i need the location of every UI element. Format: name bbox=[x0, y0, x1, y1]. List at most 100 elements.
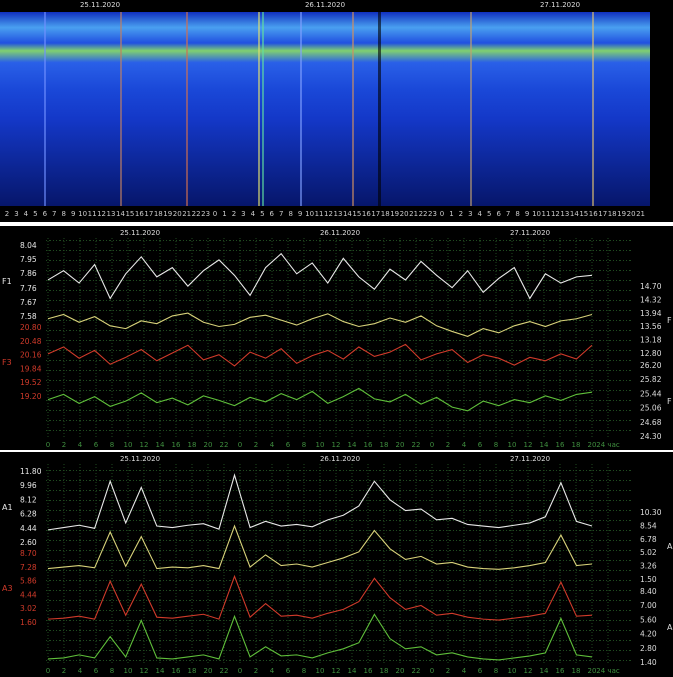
x-tick-label: 14 bbox=[156, 667, 165, 675]
hour-label: 5 bbox=[33, 210, 37, 218]
x-tick-label: 4 bbox=[462, 441, 467, 449]
series-name: A bbox=[667, 623, 673, 632]
x-tick-label: 20 bbox=[588, 667, 597, 675]
series-name: A bbox=[667, 542, 673, 551]
hour-label: 8 bbox=[515, 210, 519, 218]
x-tick-label: 6 bbox=[286, 667, 291, 675]
hour-label: 21 bbox=[182, 210, 191, 218]
streak bbox=[120, 12, 122, 206]
y-tick-label: 19.84 bbox=[20, 364, 42, 373]
x-tick-label: 14 bbox=[156, 441, 165, 449]
x-tick-label: 8 bbox=[302, 667, 306, 675]
hour-label: 17 bbox=[598, 210, 607, 218]
hour-label: 20 bbox=[400, 210, 409, 218]
y-tick-label: 24.68 bbox=[640, 418, 662, 427]
x-tick-label: 24 час bbox=[596, 441, 620, 449]
spectrogram-image bbox=[0, 12, 650, 206]
x-tick-label: 8 bbox=[494, 667, 498, 675]
x-tick-label: 10 bbox=[124, 667, 133, 675]
hour-label: 2 bbox=[5, 210, 9, 218]
y-tick-label: 20.48 bbox=[20, 337, 42, 346]
y-tick-label: 7.76 bbox=[20, 284, 37, 293]
x-tick-label: 0 bbox=[46, 667, 50, 675]
y-tick-label: 12.80 bbox=[640, 349, 662, 358]
x-tick-label: 22 bbox=[412, 667, 421, 675]
x-tick-label: 2 bbox=[62, 441, 66, 449]
x-tick-label: 22 bbox=[412, 441, 421, 449]
hour-label: 15 bbox=[579, 210, 588, 218]
hour-label: 6 bbox=[270, 210, 275, 218]
y-tick-label: 8.04 bbox=[20, 241, 37, 250]
x-tick-label: 18 bbox=[188, 441, 197, 449]
grid-area bbox=[45, 238, 632, 438]
hour-label: 4 bbox=[478, 210, 483, 218]
x-tick-label: 4 bbox=[78, 667, 83, 675]
x-tick-label: 18 bbox=[572, 441, 581, 449]
date-label: 25.11.2020 bbox=[120, 229, 160, 237]
streak bbox=[592, 12, 594, 206]
x-tick-label: 24 час bbox=[596, 667, 620, 675]
x-tick-label: 14 bbox=[540, 441, 549, 449]
hour-label: 11 bbox=[542, 210, 551, 218]
hour-label: 2 bbox=[459, 210, 463, 218]
x-tick-label: 4 bbox=[270, 667, 275, 675]
hour-label: 7 bbox=[506, 210, 510, 218]
x-tick-label: 16 bbox=[556, 667, 565, 675]
x-tick-label: 2 bbox=[446, 667, 450, 675]
series-name: F bbox=[667, 316, 672, 325]
hour-label: 5 bbox=[487, 210, 491, 218]
y-tick-label: 1.40 bbox=[640, 658, 657, 667]
y-tick-label: 7.67 bbox=[20, 298, 37, 307]
y-tick-label: 5.02 bbox=[640, 548, 657, 557]
x-tick-label: 10 bbox=[316, 667, 325, 675]
x-tick-label: 0 bbox=[238, 667, 242, 675]
y-tick-label: 8.54 bbox=[640, 521, 657, 530]
x-tick-label: 22 bbox=[220, 441, 229, 449]
hour-label: 6 bbox=[496, 210, 501, 218]
x-tick-label: 12 bbox=[524, 667, 533, 675]
hour-label: 1 bbox=[449, 210, 453, 218]
y-tick-label: 9.96 bbox=[20, 481, 37, 490]
x-tick-label: 4 bbox=[78, 441, 83, 449]
hour-label: 4 bbox=[24, 210, 29, 218]
x-tick-label: 8 bbox=[110, 667, 114, 675]
date-label: 25.11.2020 bbox=[80, 1, 120, 9]
x-tick-label: 4 bbox=[270, 441, 275, 449]
x-tick-label: 20 bbox=[204, 441, 213, 449]
hour-label: 18 bbox=[154, 210, 163, 218]
hour-label: 7 bbox=[279, 210, 283, 218]
x-tick-label: 16 bbox=[364, 441, 373, 449]
hour-label: 21 bbox=[636, 210, 645, 218]
hour-label: 18 bbox=[608, 210, 617, 218]
y-tick-label: 7.86 bbox=[20, 269, 37, 278]
series-line bbox=[47, 613, 593, 661]
hour-label: 8 bbox=[288, 210, 292, 218]
y-tick-label: 14.32 bbox=[640, 295, 662, 304]
y-tick-label: 19.52 bbox=[20, 378, 42, 387]
y-tick-label: 3.02 bbox=[20, 604, 37, 613]
date-label: 27.11.2020 bbox=[540, 1, 580, 9]
hour-label: 20 bbox=[627, 210, 636, 218]
hour-label: 23 bbox=[201, 210, 210, 218]
x-tick-label: 0 bbox=[430, 667, 434, 675]
hour-label: 17 bbox=[371, 210, 380, 218]
x-tick-label: 6 bbox=[286, 441, 291, 449]
x-tick-label: 18 bbox=[572, 667, 581, 675]
x-tick-label: 12 bbox=[332, 667, 341, 675]
hour-label: 16 bbox=[135, 210, 144, 218]
streak bbox=[258, 12, 260, 206]
y-tick-label: 20.80 bbox=[20, 323, 42, 332]
x-tick-label: 18 bbox=[188, 667, 197, 675]
y-tick-label: 3.26 bbox=[640, 562, 657, 571]
hour-label: 22 bbox=[192, 210, 201, 218]
series-line bbox=[47, 252, 593, 300]
y-tick-label: 19.20 bbox=[20, 392, 42, 401]
hour-label: 14 bbox=[570, 210, 579, 218]
x-tick-label: 20 bbox=[204, 667, 213, 675]
hour-label: 22 bbox=[419, 210, 428, 218]
streak bbox=[186, 12, 188, 206]
streak bbox=[44, 12, 46, 206]
hour-label: 14 bbox=[116, 210, 125, 218]
series-line bbox=[47, 387, 593, 412]
x-tick-label: 20 bbox=[588, 441, 597, 449]
